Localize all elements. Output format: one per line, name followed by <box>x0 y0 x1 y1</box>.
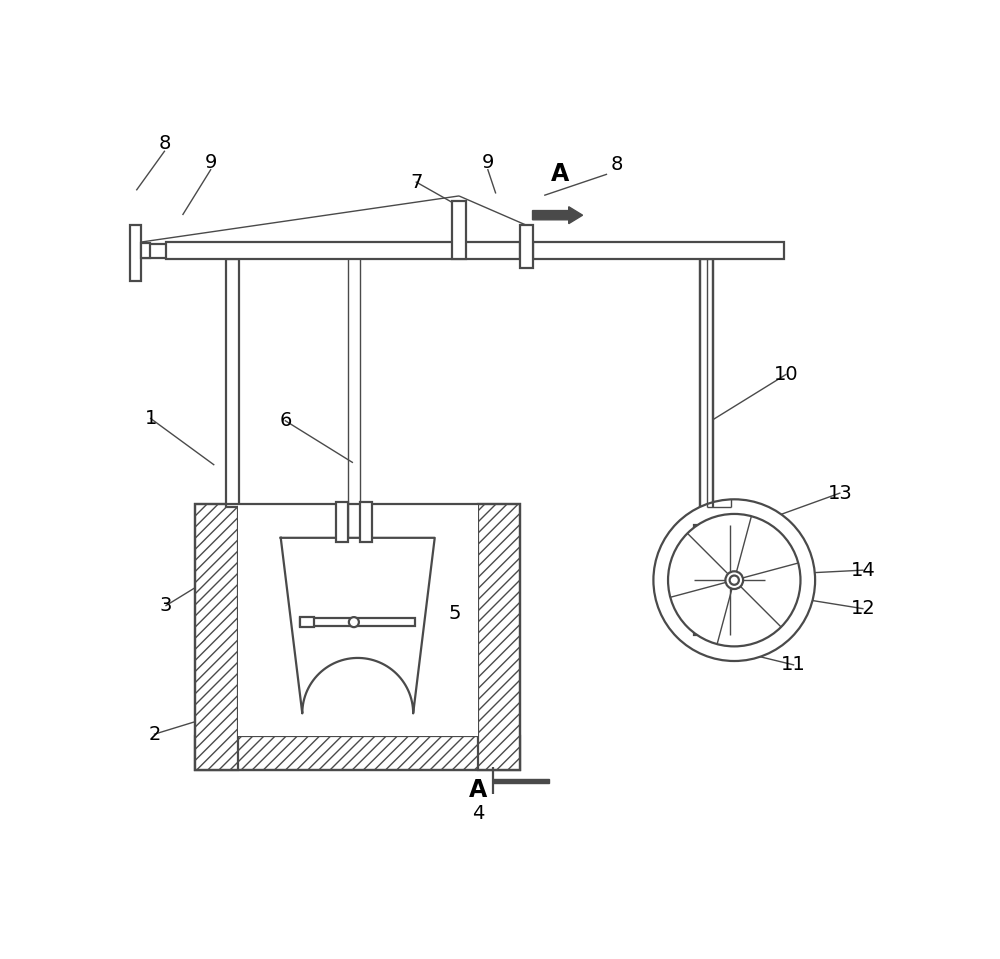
Bar <box>130 225 141 281</box>
Bar <box>195 503 520 770</box>
Bar <box>166 242 784 259</box>
Bar <box>336 502 348 542</box>
Bar <box>195 737 520 770</box>
Text: 6: 6 <box>279 411 292 431</box>
Text: 13: 13 <box>827 483 852 503</box>
Text: 9: 9 <box>204 152 217 172</box>
Text: 1: 1 <box>144 409 157 428</box>
Text: 7: 7 <box>410 173 422 192</box>
Polygon shape <box>281 538 435 713</box>
Bar <box>195 503 238 770</box>
Text: 9: 9 <box>482 152 494 172</box>
Bar <box>520 225 533 269</box>
Bar <box>478 503 520 770</box>
Circle shape <box>653 500 815 661</box>
FancyArrow shape <box>533 207 583 223</box>
Text: 10: 10 <box>774 365 798 384</box>
Circle shape <box>730 575 739 585</box>
FancyArrow shape <box>493 779 549 784</box>
Text: 8: 8 <box>610 154 623 174</box>
Bar <box>700 259 713 507</box>
Circle shape <box>725 572 743 589</box>
Bar <box>141 243 150 258</box>
Text: A: A <box>469 779 487 803</box>
Bar <box>300 618 415 626</box>
Bar <box>300 618 314 627</box>
Circle shape <box>349 618 359 627</box>
Text: A: A <box>551 162 569 186</box>
Text: 14: 14 <box>850 561 875 579</box>
Bar <box>238 503 478 737</box>
Text: 3: 3 <box>160 596 172 615</box>
Bar <box>238 503 478 737</box>
Bar <box>360 502 372 542</box>
Text: 2: 2 <box>148 725 161 743</box>
Bar <box>520 242 533 259</box>
Text: 4: 4 <box>472 804 484 823</box>
Circle shape <box>668 514 800 646</box>
Text: 5: 5 <box>448 604 461 622</box>
Bar <box>226 259 239 507</box>
Text: 11: 11 <box>781 655 806 674</box>
Bar <box>452 201 466 259</box>
Text: 12: 12 <box>850 599 875 619</box>
Text: 8: 8 <box>158 134 171 153</box>
Bar <box>694 526 765 635</box>
